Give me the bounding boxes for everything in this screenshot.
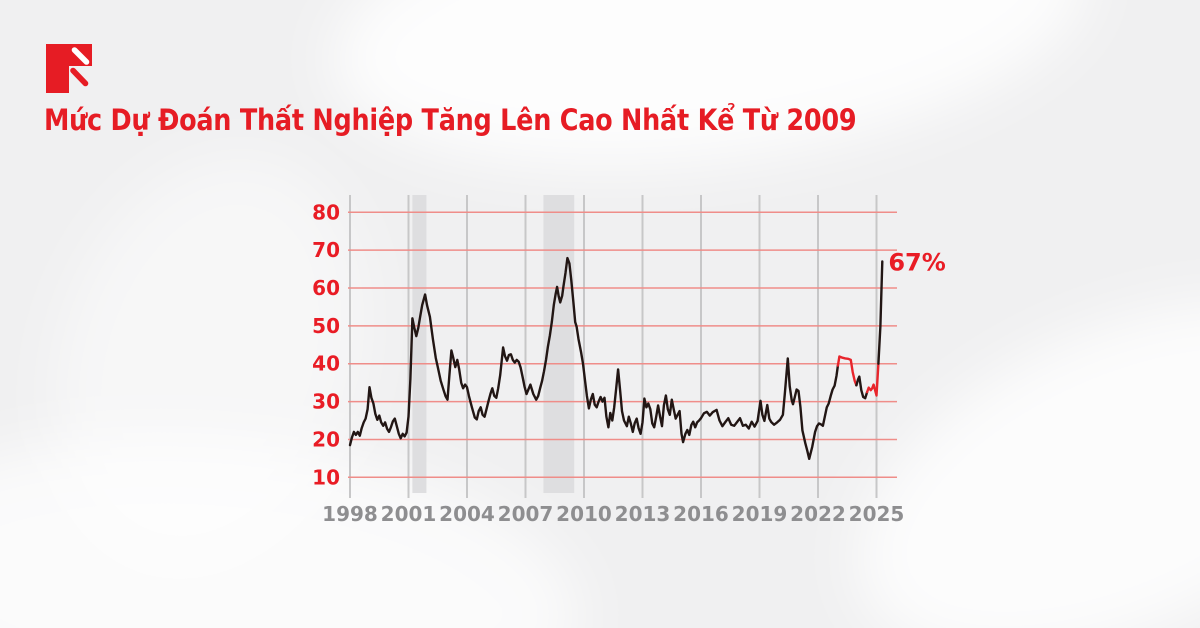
brand-logo	[46, 44, 92, 93]
logo-white-slash-icon	[71, 47, 90, 65]
x-axis-tick-label: 1998	[322, 502, 378, 526]
x-axis-tick-label: 2001	[381, 502, 437, 526]
x-axis-tick-label: 2025	[849, 502, 905, 526]
y-axis-tick-label: 80	[312, 200, 340, 224]
y-axis-tick-label: 40	[312, 352, 340, 376]
x-axis-tick-label: 2007	[498, 502, 554, 526]
x-axis-tick-label: 2019	[732, 502, 788, 526]
y-axis-tick-label: 70	[312, 238, 340, 262]
x-axis-tick-label: 2010	[556, 502, 612, 526]
series-line	[855, 375, 869, 400]
x-axis-tick-label: 2016	[673, 502, 729, 526]
logo-red-slash-icon	[70, 67, 89, 87]
x-axis-tick-label: 2004	[439, 502, 495, 526]
series-line-highlight	[836, 355, 858, 387]
series-line	[348, 256, 840, 460]
page-title: Mức Dự Đoán Thất Nghiệp Tăng Lên Cao Nhấ…	[44, 103, 857, 137]
y-axis-tick-label: 30	[312, 390, 340, 414]
y-axis-tick-label: 10	[312, 465, 340, 489]
x-axis-tick-label: 2013	[615, 502, 671, 526]
recession-band	[412, 195, 427, 493]
y-axis-tick-label: 60	[312, 276, 340, 300]
series-line-highlight	[865, 362, 880, 397]
x-axis-tick-label: 2022	[790, 502, 846, 526]
peak-annotation-label: 67%	[888, 249, 945, 277]
series-line	[877, 260, 884, 365]
y-axis-tick-label: 50	[312, 314, 340, 338]
y-axis-tick-label: 20	[312, 427, 340, 451]
